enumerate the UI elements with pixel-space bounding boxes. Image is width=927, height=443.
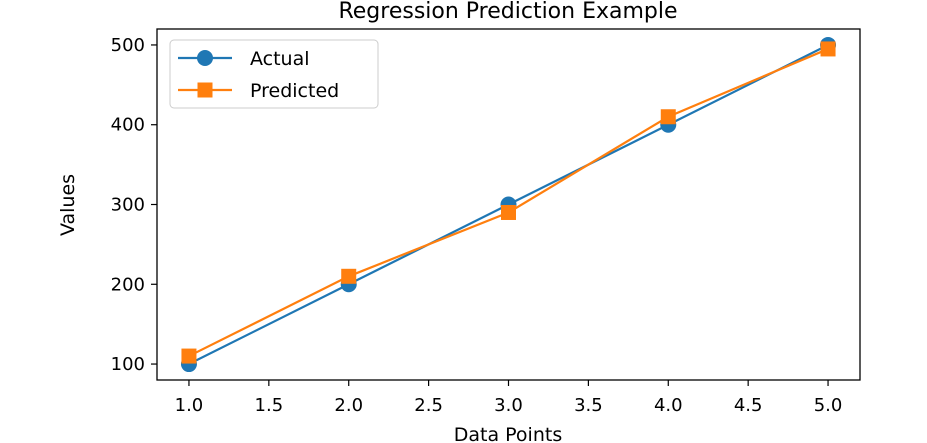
- y-axis-label: Values: [57, 174, 79, 236]
- legend-item-predicted: Predicted: [178, 80, 339, 102]
- x-tick-label: 3.0: [494, 395, 523, 416]
- y-tick-label: 500: [111, 35, 145, 56]
- x-tick-label: 2.5: [414, 395, 443, 416]
- legend-marker: [197, 82, 213, 98]
- y-tick-label: 300: [111, 195, 145, 216]
- legend-item-actual: Actual: [178, 48, 310, 70]
- data-point-predicted: [820, 41, 836, 57]
- x-tick-label: 4.0: [654, 395, 683, 416]
- data-point-predicted: [660, 109, 676, 125]
- x-axis: 1.0 1.5 2.0 2.5 3.0 3.5 4.0 4.5 5.0: [175, 380, 843, 416]
- legend-marker: [197, 50, 213, 66]
- y-tick-label: 100: [111, 354, 145, 375]
- x-tick-label: 3.5: [574, 395, 603, 416]
- data-point-predicted: [341, 268, 357, 284]
- data-point-predicted: [181, 348, 197, 364]
- x-tick-label: 2.0: [334, 395, 363, 416]
- plot-area: [180, 36, 837, 373]
- y-axis: 100 200 300 400 500: [111, 35, 157, 375]
- y-tick-label: 400: [111, 115, 145, 136]
- x-tick-label: 1.0: [175, 395, 204, 416]
- legend-label: Predicted: [250, 80, 339, 102]
- legend: Actual Predicted: [169, 39, 379, 109]
- x-tick-label: 5.0: [814, 395, 843, 416]
- x-tick-label: 1.5: [255, 395, 284, 416]
- series-predicted: [181, 41, 836, 364]
- x-tick-label: 4.5: [734, 395, 763, 416]
- y-tick-label: 200: [111, 274, 145, 295]
- legend-label: Actual: [250, 48, 310, 70]
- chart-title: Regression Prediction Example: [338, 0, 677, 24]
- x-axis-label: Data Points: [454, 424, 562, 443]
- data-point-predicted: [501, 204, 516, 220]
